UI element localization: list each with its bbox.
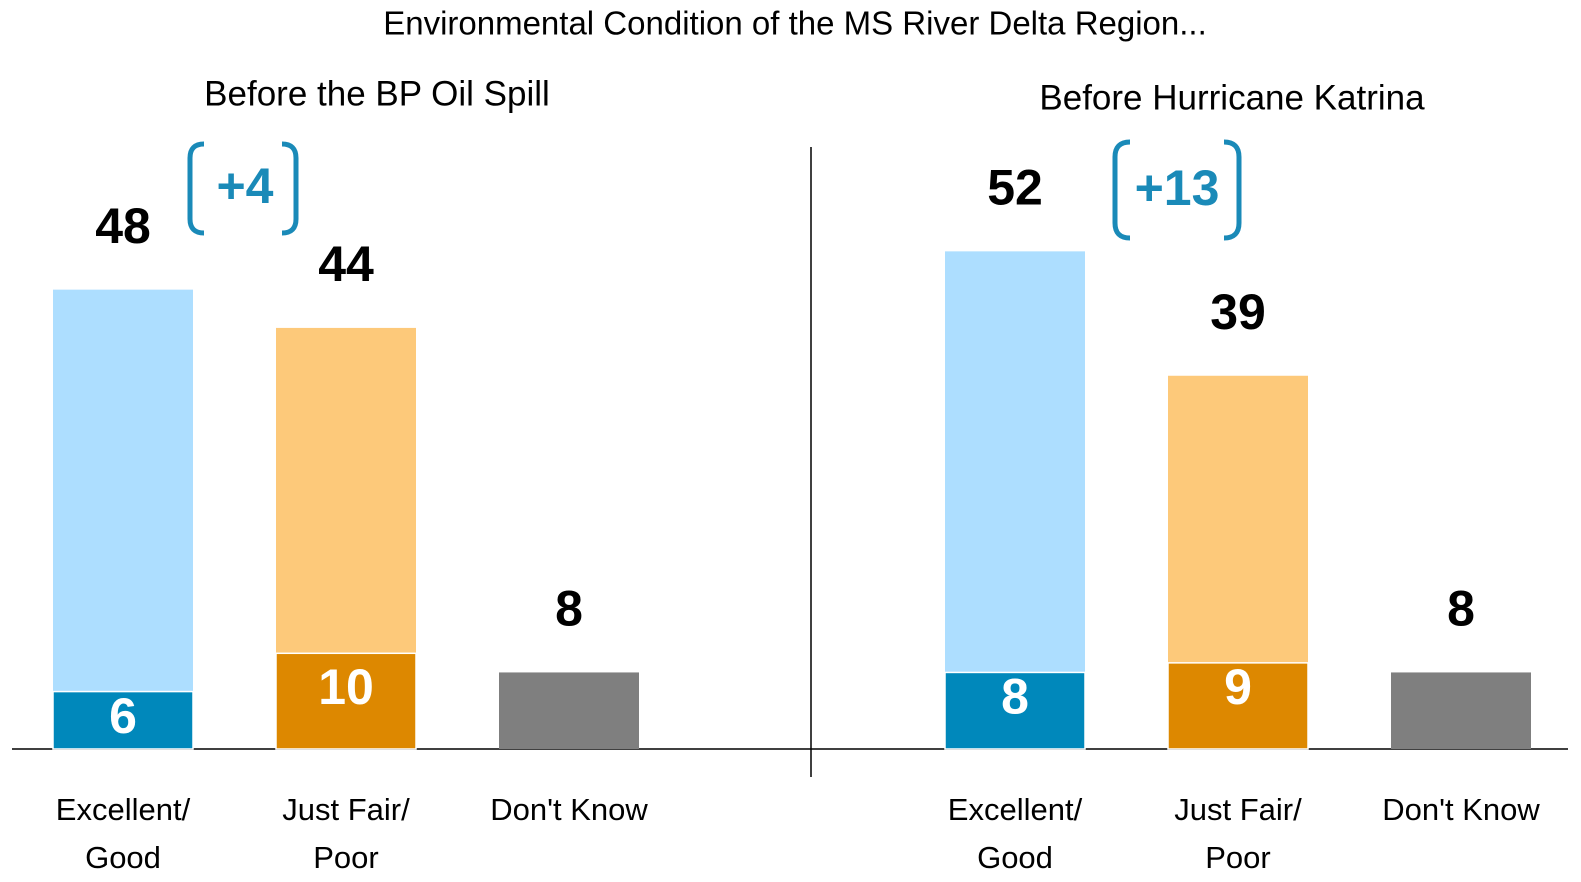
bar [1391,672,1531,749]
inner-bar [52,690,194,750]
value-label: 8 [1447,581,1475,637]
category-label: Don't Know [1382,792,1540,827]
value-label: 48 [95,198,151,254]
category-label: Just Fair/ Poor [282,792,410,875]
inner-value-label: 8 [1001,669,1029,725]
annotation: +4 [216,158,273,214]
bracket [281,141,299,236]
bar [53,289,193,749]
inner-value-label: 6 [109,688,137,744]
value-label: 39 [1210,284,1266,340]
value-label: 8 [555,581,583,637]
bar [945,251,1085,750]
bracket [187,141,205,236]
value-label: 52 [987,160,1043,216]
bar [499,672,639,749]
inner-bar [275,652,417,750]
annotation: +13 [1135,160,1220,216]
inner-bar [944,671,1086,750]
inner-value-label: 9 [1224,659,1252,715]
panel-subtitle: Before the BP Oil Spill [204,74,550,113]
value-label: 44 [318,236,374,292]
inner-bar [1167,662,1309,750]
bracket [1112,139,1131,241]
inner-value-label: 10 [318,659,374,715]
category-label: Excellent/ Good [55,792,191,875]
panel-subtitle: Before Hurricane Katrina [1039,78,1425,117]
category-label: Don't Know [490,792,648,827]
bracket [1223,139,1242,241]
category-label: Just Fair/ Poor [1174,792,1302,875]
brackets [187,139,1242,241]
chart-title: Environmental Condition of the MS River … [383,5,1207,42]
category-label: Excellent/ Good [947,792,1083,875]
